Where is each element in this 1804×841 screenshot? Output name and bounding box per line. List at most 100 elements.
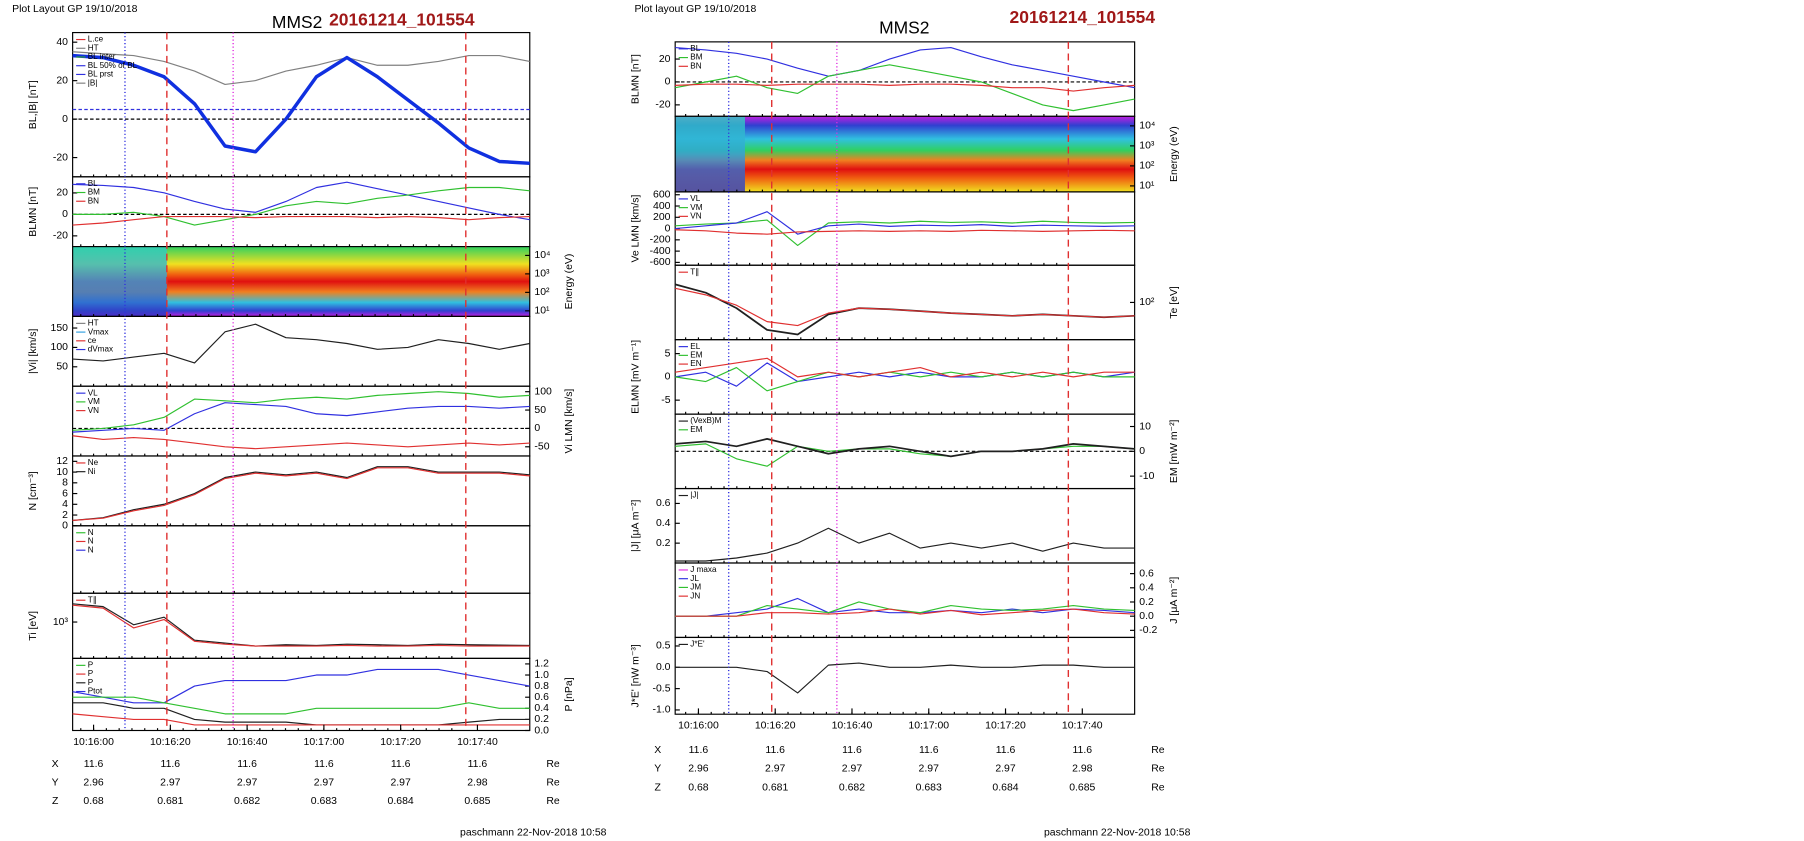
trace	[675, 64, 1135, 112]
position-value: 0.683	[916, 782, 942, 793]
panel-frame	[72, 525, 531, 594]
y-tick-label: 8	[62, 478, 68, 489]
position-value: 2.97	[237, 778, 258, 789]
y-axis-label: BLMN [nT]	[630, 54, 641, 104]
x-tick-label: 10:17:00	[908, 721, 949, 732]
trace	[675, 662, 1135, 694]
y-tick-label: 0	[1139, 446, 1145, 457]
legend-entry: BM	[88, 188, 100, 197]
y-axis-label: N [cm⁻³]	[28, 471, 39, 510]
legend-entry: BN	[88, 196, 99, 205]
legend-entry: Ptot	[88, 687, 103, 696]
y-axis-label: Ti [eV]	[28, 611, 39, 641]
y-tick-label: 100	[51, 342, 69, 353]
position-axis: X	[52, 759, 59, 770]
position-value: 2.97	[919, 764, 940, 775]
position-axis: X	[654, 745, 661, 756]
panel-frame	[674, 562, 1136, 639]
position-axis: Y	[654, 764, 661, 775]
legend-entry: J maxa	[690, 565, 717, 574]
y-tick-label: 6	[62, 488, 68, 499]
x-tick-label: 10:16:00	[73, 737, 114, 748]
y-tick-label: -400	[650, 246, 671, 257]
trace	[675, 211, 1135, 235]
position-value: 0.682	[234, 796, 260, 807]
position-value: 11.6	[84, 759, 104, 770]
x-tick-label: 10:17:20	[985, 721, 1026, 732]
position-value: 2.97	[390, 778, 411, 789]
legend-entry: (VexB)M	[690, 416, 721, 425]
position-value: 0.68	[688, 782, 709, 793]
y-axis-label: Energy (eV)	[1169, 126, 1180, 182]
y-axis-label: Energy (eV)	[564, 254, 575, 310]
trace	[72, 51, 530, 86]
trace	[72, 702, 530, 726]
legend-entry: JN	[690, 591, 700, 600]
legend-entry: L.ce	[88, 35, 104, 44]
timestamp: 20161214_101554	[329, 10, 475, 30]
y-tick-label: 10³	[1139, 141, 1155, 152]
position-value: 0.684	[992, 782, 1018, 793]
legend-entry: dVmax	[88, 345, 113, 354]
trace	[72, 467, 530, 521]
x-tick-label: 10:16:00	[678, 721, 719, 732]
legend-entry: EM	[690, 351, 702, 360]
y-tick-label: -1.0	[653, 705, 671, 716]
panel-frame	[72, 657, 531, 732]
y-tick-label: 0.6	[656, 498, 671, 509]
y-tick-label: 0.0	[534, 725, 549, 736]
position-value: 0.682	[839, 782, 865, 793]
trace	[675, 601, 1135, 617]
legend-entry: BN	[690, 61, 701, 70]
position-value: 2.97	[765, 764, 786, 775]
legend-entry: BL	[690, 44, 700, 53]
position-axis: Z	[655, 782, 662, 793]
trace	[72, 323, 530, 364]
y-tick-label: 10²	[1139, 161, 1155, 172]
y-tick-label: 0.2	[534, 714, 549, 725]
legend-entry: JL	[690, 574, 699, 583]
y-tick-label: 600	[653, 190, 671, 201]
legend-entry: VL	[88, 388, 98, 397]
layout-note: Plot Layout GP 19/10/2018	[12, 4, 138, 15]
legend-entry: N	[88, 537, 94, 546]
trace	[675, 527, 1135, 562]
position-value: 2.98	[467, 778, 488, 789]
position-value: 11.6	[919, 745, 939, 756]
y-tick-label: -0.2	[1139, 625, 1157, 636]
y-tick-label: 400	[653, 201, 671, 212]
y-tick-label: 100	[534, 386, 552, 397]
legend-entry: Ni	[88, 467, 96, 476]
panel-frame	[72, 176, 531, 248]
x-tick-label: 10:16:20	[755, 721, 796, 732]
trace	[675, 608, 1135, 617]
y-tick-label: 1.0	[534, 670, 549, 681]
y-tick-label: 0	[534, 423, 540, 434]
y-axis-label: Te [eV]	[1169, 286, 1180, 319]
position-value: 0.684	[388, 796, 414, 807]
legend-entry: VL	[690, 194, 700, 203]
position-unit: Re	[1151, 764, 1165, 775]
legend-entry: BL prst	[88, 70, 114, 79]
position-value: 0.681	[762, 782, 788, 793]
position-unit: Re	[1151, 745, 1165, 756]
position-axis: Z	[52, 796, 59, 807]
y-tick-label: 10⁴	[1139, 121, 1155, 132]
position-value: 2.97	[314, 778, 335, 789]
legend-entry: HT	[88, 43, 99, 52]
y-tick-label: 50	[56, 362, 68, 373]
legend-entry: JM	[690, 583, 701, 592]
y-tick-label: 0.2	[656, 538, 671, 549]
trace	[675, 443, 1135, 467]
position-value: 0.681	[157, 796, 183, 807]
trace	[72, 696, 530, 715]
layout-note: Plot layout GP 19/10/2018	[634, 4, 756, 15]
position-unit: Re	[546, 759, 560, 770]
y-tick-label: 0	[665, 77, 671, 88]
y-tick-label: 2	[62, 510, 68, 521]
y-tick-label: 50	[534, 405, 546, 416]
y-tick-label: 0.2	[1139, 597, 1154, 608]
x-tick-label: 10:16:40	[832, 721, 873, 732]
trace	[72, 402, 530, 433]
y-tick-label: 10¹	[1139, 181, 1155, 192]
